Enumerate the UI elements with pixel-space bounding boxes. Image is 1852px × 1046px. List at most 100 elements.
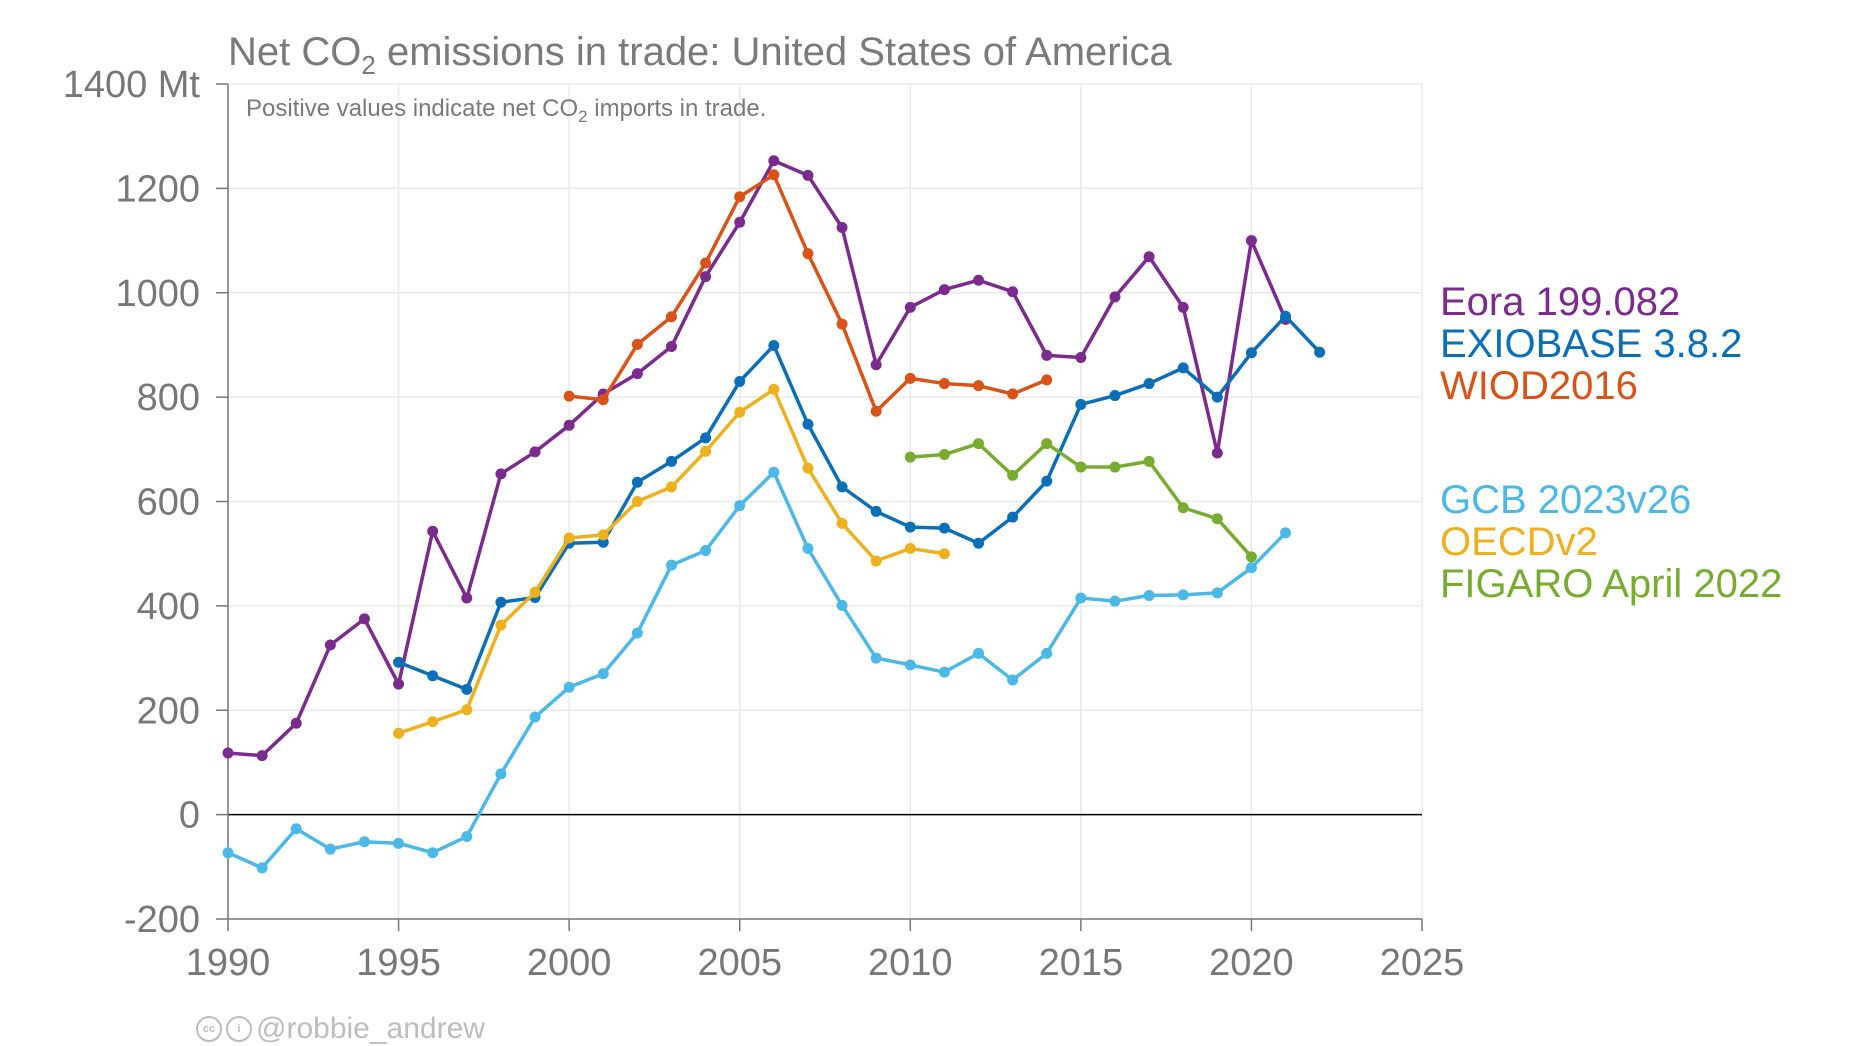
data-point-0	[973, 274, 985, 286]
data-point-2	[597, 394, 609, 406]
y-tick-label: 800	[137, 377, 200, 419]
data-point-3	[1075, 592, 1087, 604]
data-point-0	[1075, 351, 1087, 363]
data-point-1	[700, 432, 712, 444]
data-point-3	[597, 668, 609, 680]
legend-item-figaro: FIGARO April 2022	[1440, 562, 1783, 606]
legend-item-wiod: WIOD2016	[1440, 364, 1638, 408]
series-line-3	[226, 470, 1288, 870]
data-point-0	[904, 301, 916, 313]
chart-subtitle: Positive values indicate net CO2 imports…	[246, 95, 767, 126]
data-point-0	[461, 592, 473, 604]
data-point-0	[700, 271, 712, 283]
data-point-0	[836, 222, 848, 234]
data-point-1	[631, 476, 643, 488]
data-point-1	[1211, 391, 1223, 403]
data-point-3	[836, 599, 848, 611]
data-point-1	[1007, 511, 1019, 523]
data-point-0	[870, 359, 882, 371]
data-point-4	[768, 383, 780, 395]
data-point-5	[1245, 551, 1257, 563]
data-point-4	[836, 517, 848, 529]
data-point-0	[665, 341, 677, 353]
data-point-3	[1245, 562, 1257, 574]
data-point-0	[393, 678, 405, 690]
data-point-1	[1109, 390, 1121, 402]
data-point-2	[631, 338, 643, 350]
data-point-4	[904, 542, 916, 554]
data-point-2	[1007, 388, 1019, 400]
x-tick-label: 1995	[356, 942, 441, 984]
y-tick-label: 1400 Mt	[63, 64, 201, 106]
grid	[227, 83, 1423, 920]
legend-item-exiobase: EXIOBASE 3.8.2	[1440, 322, 1743, 366]
data-point-0	[1007, 286, 1019, 298]
data-point-0	[802, 169, 814, 181]
data-point-4	[529, 586, 541, 598]
data-point-5	[938, 449, 950, 461]
data-point-0	[1211, 447, 1223, 459]
data-point-3	[358, 836, 370, 848]
data-point-4	[631, 496, 643, 507]
data-point-4	[393, 727, 405, 739]
data-point-0	[1245, 235, 1257, 247]
data-point-0	[1143, 251, 1155, 263]
chart-title: Net CO2 emissions in trade: United State…	[228, 30, 1172, 80]
data-point-4	[563, 532, 575, 544]
axes: -200 0 200 400 600 800 1000 1200 1400 Mt 1990 1995…	[63, 64, 1465, 984]
data-point-3	[427, 847, 439, 859]
data-point-1	[1143, 378, 1155, 390]
data-point-3	[1143, 589, 1155, 601]
data-point-1	[1177, 362, 1189, 374]
y-tick-label: 600	[137, 482, 200, 524]
data-point-3	[256, 862, 268, 874]
data-point-3	[290, 823, 302, 835]
data-point-3	[1041, 647, 1053, 659]
data-point-0	[290, 717, 302, 729]
data-point-1	[802, 418, 814, 430]
data-point-5	[1211, 513, 1223, 525]
data-point-5	[1007, 469, 1019, 481]
data-point-5	[1177, 502, 1189, 514]
data-point-3	[1280, 527, 1292, 539]
y-tick-label: 1000	[115, 273, 200, 315]
data-point-1	[734, 375, 746, 387]
data-point-3	[324, 843, 336, 855]
data-point-4	[802, 462, 814, 474]
data-point-2	[563, 390, 575, 402]
legend-item-eora: Eora 199.082	[1440, 280, 1681, 324]
data-point-3	[495, 768, 507, 780]
y-tick-label: 0	[179, 795, 200, 837]
legend-item-gcb: GCB 2023v26	[1440, 478, 1692, 522]
data-point-4	[495, 619, 507, 631]
data-point-2	[1041, 374, 1053, 386]
series-line-0	[226, 158, 1288, 758]
data-point-3	[938, 666, 950, 678]
data-point-3	[904, 659, 916, 671]
data-point-3	[768, 466, 780, 478]
series-line-1	[396, 314, 1322, 692]
x-tick-label: 2005	[697, 942, 782, 984]
data-point-3	[700, 545, 712, 557]
credit-handle: @robbie_andrew	[256, 1012, 485, 1045]
data-point-2	[700, 257, 712, 269]
data-point-5	[1143, 455, 1155, 467]
data-point-2	[802, 248, 814, 260]
data-point-0	[495, 468, 507, 480]
data-point-1	[768, 339, 780, 351]
data-point-4	[427, 716, 439, 728]
data-point-0	[529, 446, 541, 458]
data-point-5	[1075, 461, 1087, 473]
data-point-4	[665, 481, 677, 493]
data-point-0	[1109, 291, 1121, 303]
data-point-2	[768, 169, 780, 181]
data-point-3	[461, 831, 473, 843]
y-tick-label: -200	[124, 899, 200, 941]
data-point-1	[1314, 346, 1326, 358]
data-point-2	[973, 380, 985, 392]
y-tick-label: 1200	[115, 168, 200, 210]
data-point-3	[1177, 589, 1189, 601]
data-point-0	[256, 750, 268, 762]
data-point-0	[734, 216, 746, 228]
